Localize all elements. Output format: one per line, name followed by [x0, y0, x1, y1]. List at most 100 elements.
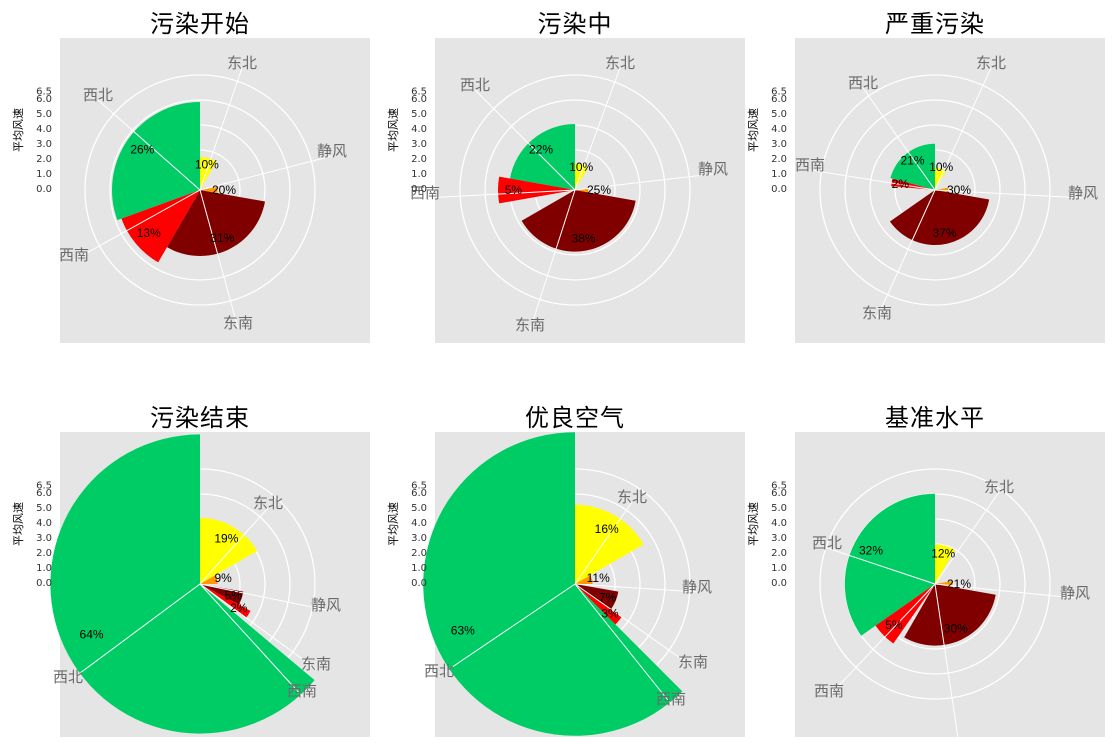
y-axis-title: 平均风速: [747, 108, 760, 152]
rose-sector: [575, 504, 644, 584]
chart-title: 基准水平: [885, 404, 985, 432]
y-tick-label: 6.5: [36, 481, 52, 492]
percent-label: 30%: [944, 622, 968, 636]
y-tick-label: 6.5: [771, 481, 787, 492]
direction-label: 西北: [424, 662, 454, 680]
grid-ring: [459, 74, 691, 306]
direction-axis-line: [474, 89, 576, 191]
grid-ring: [819, 468, 1051, 700]
percent-label: 2%: [892, 177, 910, 191]
direction-axis-line: [199, 67, 243, 191]
y-tick-label: 5.0: [771, 109, 787, 120]
y-tick-label: 1.0: [411, 169, 427, 180]
percent-label: 63%: [451, 623, 475, 637]
y-tick-label: 6.0: [36, 488, 52, 499]
y-tick-label: 6.5: [411, 87, 427, 98]
y-tick-label: 3.0: [771, 533, 787, 544]
y-tick-label: 5.0: [411, 503, 427, 514]
grid-ring: [819, 74, 1051, 306]
y-tick-label: 5.0: [411, 109, 427, 120]
y-tick-label: 6.5: [411, 481, 427, 492]
y-tick-label: 2.0: [771, 548, 787, 559]
percent-label: 5%: [225, 588, 243, 602]
direction-label: 静风: [311, 596, 341, 614]
direction-label: 东北: [605, 54, 635, 72]
rose-sector: [121, 190, 200, 263]
percent-label: 10%: [195, 157, 219, 171]
y-tick-label: 3.0: [411, 533, 427, 544]
direction-axis-line: [826, 547, 936, 585]
grid-ring: [84, 74, 316, 306]
rose-sector: [200, 584, 244, 605]
direction-axis-line: [876, 189, 936, 319]
direction-label: 东北: [617, 488, 647, 506]
y-tick-label: 6.0: [411, 94, 427, 105]
y-tick-label: 4.0: [411, 124, 427, 135]
y-tick-label: 0.0: [771, 184, 787, 195]
rose-sector: [167, 190, 265, 256]
direction-axis-line: [199, 583, 327, 611]
rose-sector: [891, 178, 935, 190]
percent-label: 19%: [214, 531, 238, 545]
grid-ring: [484, 99, 666, 281]
rose-panel-6: 基准水平 东北静风东南西南西北12%21%30%5%32%0.01.02.03.…: [747, 398, 1115, 743]
y-tick-label: 6.0: [771, 488, 787, 499]
y-tick-label: 1.0: [36, 563, 52, 574]
direction-label: 西北: [460, 76, 490, 94]
y-tick-label: 5.0: [36, 503, 52, 514]
rose-sector: [200, 157, 217, 190]
direction-axis-line: [199, 583, 303, 697]
rose-sector: [890, 143, 935, 190]
direction-axis-line: [97, 99, 201, 191]
direction-label: 西南: [814, 682, 844, 700]
direction-label: 东南: [862, 304, 892, 322]
direction-axis-line: [574, 583, 698, 593]
y-tick-label: 3.0: [36, 139, 52, 150]
percent-label: 26%: [130, 143, 154, 157]
rose-sector: [575, 575, 593, 584]
y-tick-label: 4.0: [36, 518, 52, 529]
direction-label: 静风: [1060, 584, 1090, 602]
chart-title: 优良空气: [525, 404, 625, 432]
y-tick-label: 0.0: [771, 578, 787, 589]
y-tick-label: 5.0: [771, 503, 787, 514]
direction-axis-line: [424, 189, 576, 199]
percent-label: 5%: [885, 618, 903, 632]
direction-axis-line: [199, 583, 317, 670]
y-tick-label: 2.0: [411, 548, 427, 559]
percent-label: 25%: [587, 183, 611, 197]
rose-panel-2: 污染中 东北 静风 西南 东南 西北 10% 25% 38% 5% 22% 0.0 1.0 2.0 3.0…: [387, 4, 755, 349]
direction-axis-line: [529, 189, 576, 331]
rose-sector: [935, 544, 955, 584]
y-tick-label: 6.0: [411, 488, 427, 499]
direction-axis-line: [574, 67, 621, 191]
grid-ring: [869, 124, 1001, 256]
chart-title: 污染开始: [150, 10, 250, 38]
y-tick-label: 2.0: [771, 154, 787, 165]
percent-label: 9%: [215, 571, 233, 585]
y-axis-title: 平均风速: [387, 502, 400, 546]
direction-axis-line: [574, 583, 672, 705]
percent-label: 38%: [572, 232, 596, 246]
direction-axis-line: [934, 491, 1000, 585]
rose-sector: [423, 432, 683, 736]
direction-axis-line: [199, 507, 269, 585]
percent-label: 10%: [929, 160, 953, 174]
percent-label: 2%: [230, 601, 248, 615]
direction-axis-line: [828, 583, 936, 697]
rose-sector: [575, 584, 619, 610]
grid-ring: [109, 99, 291, 281]
rose-panel-3: 严重污染 东北 静风 东南 西南 西北 10% 30% 37% 2% 21% 0.0 1.0 2.0 3.…: [747, 4, 1115, 349]
direction-label: 东南: [301, 655, 331, 673]
direction-axis-line: [862, 87, 936, 191]
rose-sector: [112, 102, 200, 221]
direction-axis-line: [934, 583, 960, 743]
y-tick-label: 1.0: [36, 169, 52, 180]
direction-axis-line: [934, 189, 1084, 199]
chart-title: 污染中: [537, 10, 613, 38]
y-tick-label: 1.0: [411, 563, 427, 574]
direction-label: 东南: [678, 653, 708, 671]
y-tick-label: 3.0: [771, 139, 787, 150]
